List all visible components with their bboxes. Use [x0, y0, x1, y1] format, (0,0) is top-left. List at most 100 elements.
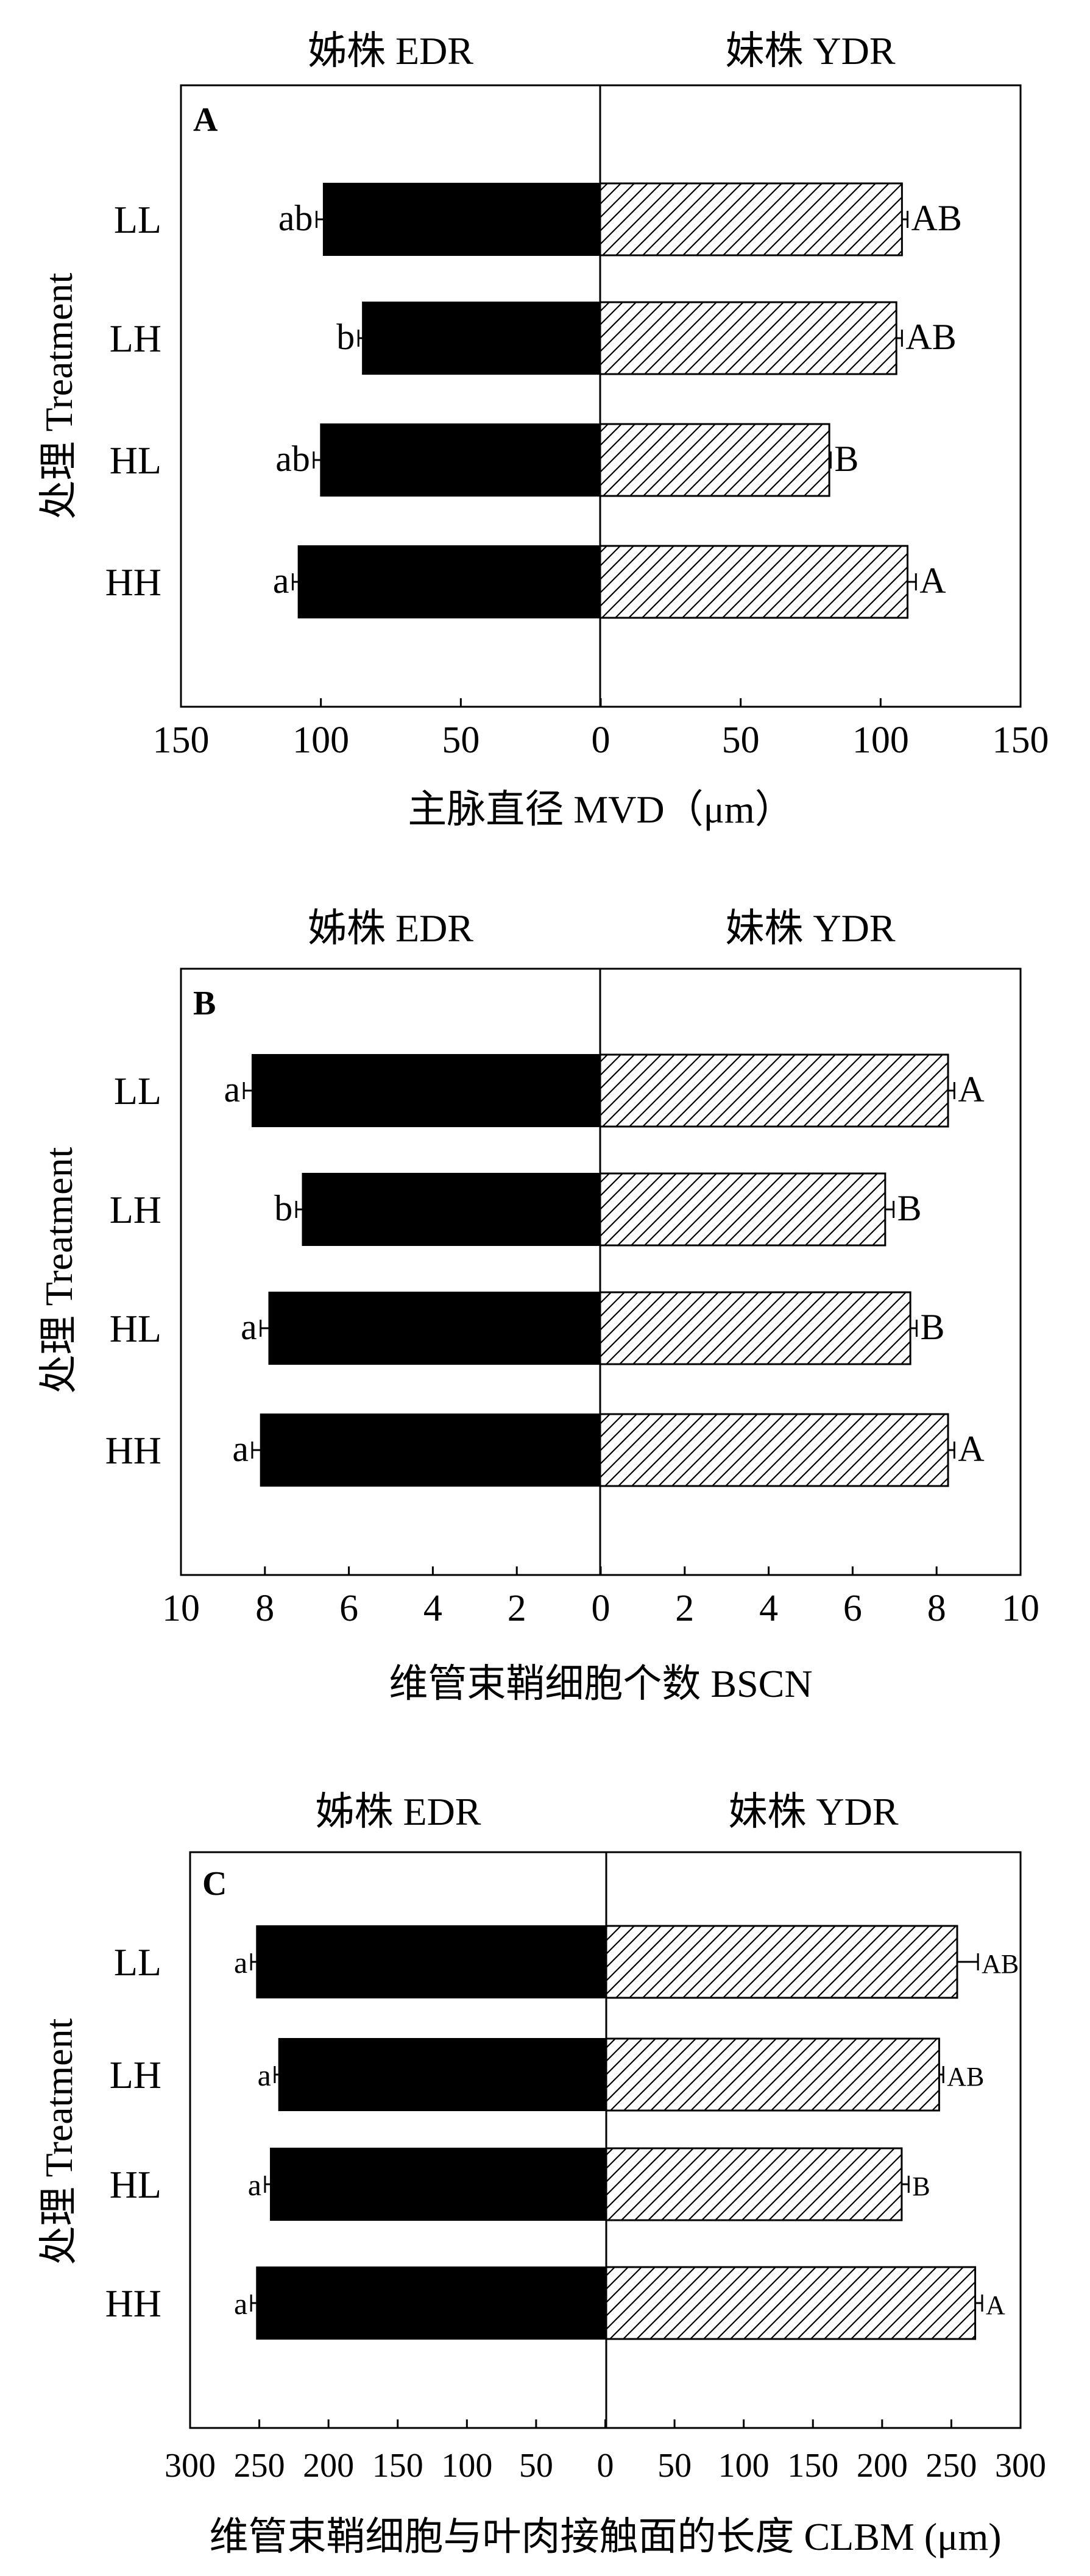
bar-left-HL: [268, 1292, 601, 1365]
significance-letter-right: AB: [905, 317, 956, 357]
series-label-left: 姊株 EDR: [308, 907, 473, 950]
x-axis-label: 维管束鞘细胞与叶肉接触面的长度 CLBM (μm): [209, 2515, 1001, 2558]
bar-left-LH: [302, 1173, 601, 1246]
x-tick-label: 150: [787, 2447, 838, 2485]
bar-right-HL: [599, 423, 830, 497]
x-tick-label: 150: [372, 2447, 423, 2485]
chart-panel-A: A 姊株 EDR 妹株 YDR 处理 Treatment 主脉直径 MVD（μm） 150…: [37, 29, 1049, 831]
chart-panel-B: B 姊株 EDR 妹株 YDR 处理 Treatment 维管束鞘细胞个数 BSCN 10…: [37, 907, 1039, 1705]
significance-letter-left: a: [224, 1069, 241, 1109]
bar-left-HH: [297, 545, 601, 618]
bar-right-LL: [599, 1053, 949, 1128]
x-tick-label: 10: [1002, 1588, 1039, 1629]
bar-right-LL: [605, 1925, 958, 1999]
bar-left-LH: [278, 2038, 607, 2111]
x-tick-label: 10: [162, 1588, 200, 1629]
x-tick-label: 50: [519, 2447, 553, 2485]
panel-label: B: [193, 985, 216, 1022]
x-tick-label: 50: [722, 720, 760, 761]
x-tick-label: 100: [852, 720, 909, 761]
significance-letter-left: a: [241, 1307, 257, 1347]
bar-left-HH: [256, 2266, 607, 2340]
significance-letter-right: B: [897, 1188, 922, 1228]
category-label: LL: [114, 1069, 161, 1113]
series-label-left: 姊株 EDR: [316, 1790, 481, 1833]
x-tick-label: 0: [597, 2447, 614, 2485]
bar-right-HH: [599, 1413, 949, 1487]
bar-left-HH: [260, 1414, 601, 1487]
x-tick-label: 6: [339, 1588, 358, 1629]
bar-right-LH: [605, 2037, 940, 2112]
panel-label: A: [193, 101, 218, 139]
category-label: HL: [110, 439, 161, 482]
category-label: HH: [105, 2282, 161, 2325]
bar-left-LH: [362, 302, 601, 375]
bar-right-HL: [599, 1291, 911, 1365]
x-tick-label: 100: [441, 2447, 492, 2485]
significance-letter-right: A: [958, 1069, 984, 1109]
category-label: LL: [114, 198, 161, 241]
bar-left-HL: [270, 2148, 607, 2221]
bar-left-LL: [322, 183, 601, 256]
significance-letter-left: a: [258, 2058, 271, 2092]
significance-letter-right: B: [834, 439, 858, 479]
x-tick-label: 6: [843, 1588, 862, 1629]
x-tick-label: 150: [153, 720, 210, 761]
x-tick-label: 2: [675, 1588, 694, 1629]
x-tick-label: 2: [508, 1588, 526, 1629]
significance-letter-left: a: [234, 2287, 247, 2321]
y-axis-label: 处理 Treatment: [37, 272, 80, 519]
category-label: LH: [110, 1188, 161, 1231]
x-tick-label: 300: [165, 2447, 216, 2485]
bar-left-HL: [320, 423, 601, 497]
category-label: HL: [110, 2163, 161, 2206]
x-tick-label: 50: [657, 2447, 692, 2485]
x-tick-label: 50: [442, 720, 480, 761]
bar-right-HH: [605, 2266, 977, 2340]
x-tick-label: 4: [759, 1588, 778, 1629]
category-label: HH: [105, 1429, 161, 1472]
y-axis-label: 处理 Treatment: [37, 1147, 80, 1393]
significance-letter-left: ab: [275, 439, 310, 479]
bar-right-LH: [599, 1172, 887, 1247]
x-tick-label: 8: [255, 1588, 274, 1629]
significance-letter-left: b: [336, 317, 355, 357]
x-tick-label: 150: [993, 720, 1049, 761]
significance-letter-right: AB: [982, 1949, 1019, 1979]
x-tick-label: 300: [995, 2447, 1046, 2485]
significance-letter-left: ab: [278, 198, 313, 238]
category-label: LH: [110, 2053, 161, 2097]
significance-letter-right: A: [986, 2290, 1005, 2320]
series-label-right: 妹株 YDR: [725, 907, 895, 950]
x-tick-label: 0: [592, 720, 610, 761]
bar-right-LL: [599, 182, 903, 257]
significance-letter-left: a: [273, 561, 289, 601]
significance-letter-left: a: [248, 2168, 261, 2202]
x-tick-label: 250: [925, 2447, 977, 2485]
category-label: LL: [114, 1941, 161, 1984]
x-tick-label: 100: [718, 2447, 770, 2485]
category-label: LH: [110, 317, 161, 360]
x-axis-label: 主脉直径 MVD（μm）: [408, 788, 793, 831]
series-label-right: 妹株 YDR: [728, 1790, 898, 1833]
bar-right-HL: [605, 2147, 903, 2221]
x-tick-label: 200: [303, 2447, 354, 2485]
significance-letter-left: a: [232, 1429, 249, 1469]
x-tick-label: 8: [927, 1588, 946, 1629]
significance-letter-left: a: [234, 1945, 247, 1980]
x-tick-label: 250: [234, 2447, 285, 2485]
x-tick-label: 0: [592, 1588, 610, 1629]
significance-letter-right: AB: [947, 2062, 984, 2092]
series-label-right: 妹株 YDR: [725, 29, 895, 73]
significance-letter-right: AB: [911, 198, 962, 238]
significance-letter-right: A: [919, 561, 946, 601]
bar-right-HH: [599, 545, 909, 619]
x-tick-label: 4: [423, 1588, 442, 1629]
bar-left-LL: [256, 1925, 607, 1998]
x-tick-label: 200: [857, 2447, 908, 2485]
x-axis-label: 维管束鞘细胞个数 BSCN: [389, 1662, 812, 1705]
significance-letter-right: B: [920, 1307, 944, 1347]
significance-letter-right: A: [958, 1429, 984, 1469]
bar-left-LL: [251, 1054, 601, 1127]
